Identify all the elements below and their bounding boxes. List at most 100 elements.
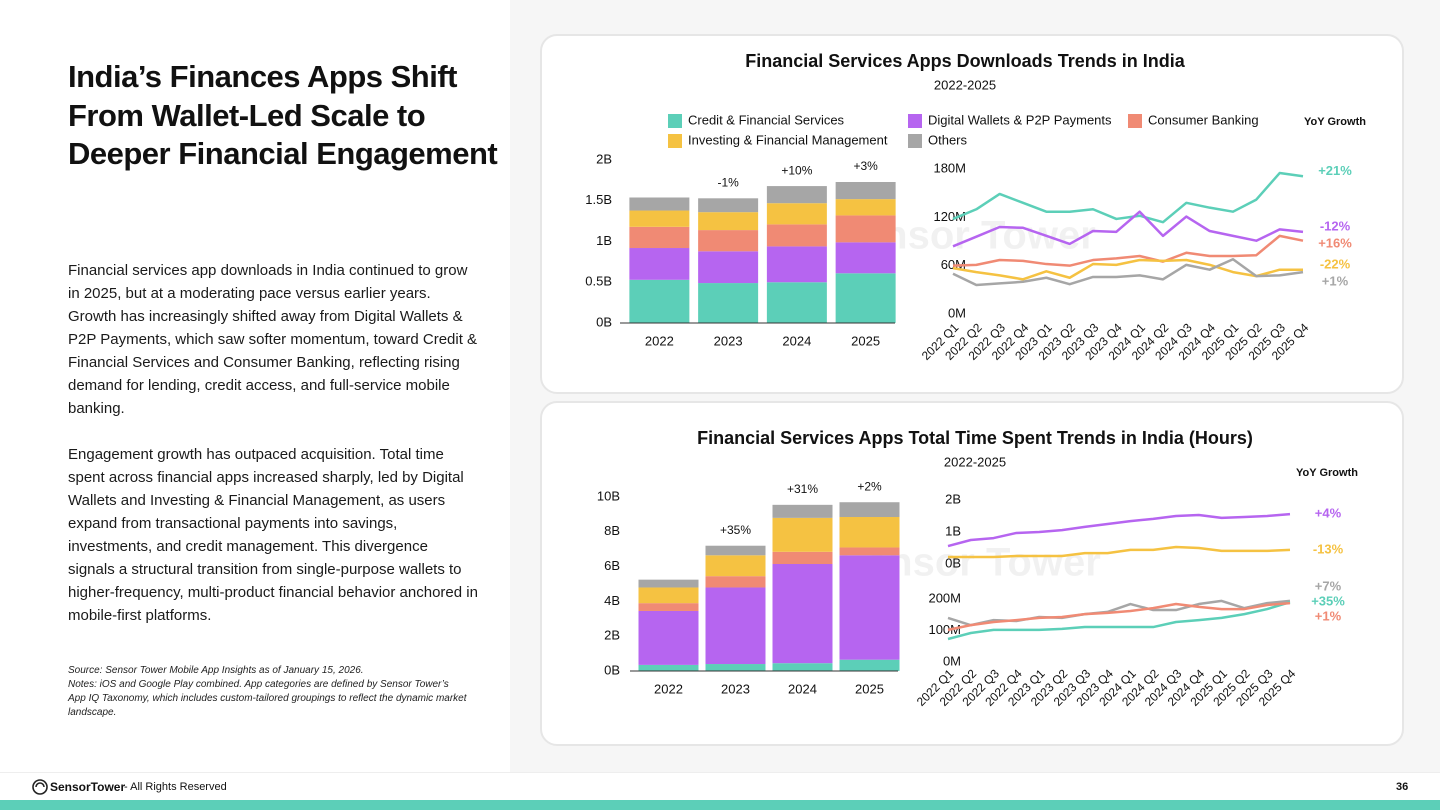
growth-label: +3% — [853, 159, 878, 173]
bar-segment — [839, 502, 900, 518]
bar-segment — [835, 215, 896, 243]
bar-segment — [839, 517, 900, 548]
y-tick-label: 0B — [596, 314, 612, 329]
legend-swatch — [908, 134, 922, 148]
paragraph: Financial services app downloads in Indi… — [68, 262, 478, 417]
x-tick-label: 2023 — [714, 333, 743, 348]
legend-swatch — [908, 114, 922, 128]
y-tick-label: 1B — [596, 233, 612, 248]
bar-segment — [638, 587, 699, 604]
bar-segment — [638, 664, 699, 671]
page-number: 36 — [1396, 781, 1409, 793]
bar-segment — [835, 242, 896, 274]
bar-segment — [772, 563, 833, 664]
bar-segment — [698, 251, 759, 284]
text-panel: India’s Finances Apps Shift From Wallet-… — [0, 0, 510, 772]
bar-segment — [698, 283, 759, 323]
legend-label: Credit & Financial Services — [688, 112, 845, 127]
yoy-label: +35% — [1311, 593, 1345, 608]
y-tick-label: 2B — [596, 151, 612, 166]
series-line — [948, 545, 1291, 559]
bar-segment — [705, 555, 766, 577]
y-tick-label: 10B — [597, 488, 620, 503]
series-line — [947, 601, 1291, 632]
growth-label: -1% — [717, 175, 739, 189]
yoy-title: YoY Growth — [1296, 467, 1358, 479]
bar-segment — [638, 603, 699, 611]
bar-segment — [705, 545, 766, 556]
yoy-label: -22% — [1320, 257, 1351, 272]
bar-segment — [629, 197, 690, 211]
y-tick-label: 0.5B — [585, 274, 612, 289]
bar-segment — [772, 551, 833, 564]
bar-segment — [629, 279, 690, 323]
bar-segment — [766, 246, 827, 283]
bar-segment — [835, 199, 896, 216]
legend-label: Consumer Banking — [1148, 112, 1259, 127]
bar-segment — [766, 186, 827, 204]
x-tick-label: 2024 — [788, 681, 817, 696]
bar-segment — [766, 224, 827, 247]
chart-title: Financial Services Apps Downloads Trends… — [745, 51, 1185, 71]
yoy-label: +1% — [1322, 274, 1349, 289]
bar-segment — [772, 663, 833, 671]
y-tick-label: 0M — [943, 653, 961, 668]
legend-label: Digital Wallets & P2P Payments — [928, 112, 1112, 127]
bar-segment — [629, 210, 690, 227]
footer-strip — [0, 800, 1440, 810]
y-tick-label: 0B — [945, 555, 961, 570]
bar-segment — [835, 273, 896, 323]
bar-segment — [766, 203, 827, 225]
bar-segment — [772, 504, 833, 518]
yoy-label: +4% — [1315, 506, 1342, 521]
charts: Sensor Tower Sensor Tower Financial Serv… — [540, 34, 1404, 746]
legend-label: Investing & Financial Management — [688, 132, 888, 147]
y-tick-label: 2B — [945, 491, 961, 506]
series-line — [952, 210, 1304, 248]
bar-segment — [839, 547, 900, 556]
chart-subtitle: 2022-2025 — [944, 454, 1006, 469]
bar-segment — [698, 230, 759, 252]
legend-swatch — [668, 134, 682, 148]
note: Notes: iOS and Google Play combined. App… — [68, 679, 467, 718]
bar-segment — [698, 212, 759, 231]
growth-label: +31% — [787, 482, 818, 496]
bar-segment — [705, 664, 766, 671]
legend-swatch — [668, 114, 682, 128]
growth-label: +10% — [781, 163, 812, 177]
x-tick-label: 2025 — [851, 333, 880, 348]
yoy-label: +7% — [1315, 578, 1342, 593]
series-line — [947, 600, 1291, 641]
slide-title: India’s Finances Apps Shift From Wallet-… — [68, 59, 498, 171]
yoy-label: +21% — [1318, 163, 1352, 178]
y-tick-label: 4B — [604, 593, 620, 608]
brand: SensorTower — [50, 780, 126, 794]
series-line — [952, 171, 1304, 224]
y-tick-label: 200M — [928, 590, 961, 605]
bar-segment — [705, 587, 766, 665]
footer: SensorTower - All Rights Reserved 36 — [0, 772, 1440, 801]
x-tick-label: 2025 — [855, 681, 884, 696]
paragraph: Engagement growth has outpaced acquisiti… — [68, 446, 478, 624]
y-tick-label: 0M — [948, 305, 966, 320]
series-line — [952, 234, 1304, 267]
yoy-title: YoY Growth — [1304, 116, 1366, 128]
chart-title: Financial Services Apps Total Time Spent… — [697, 428, 1253, 448]
x-tick-label: 2024 — [782, 333, 811, 348]
y-tick-label: 8B — [604, 523, 620, 538]
chart-subtitle: 2022-2025 — [934, 77, 996, 92]
series-line — [947, 512, 1291, 548]
legend-swatch — [1128, 114, 1142, 128]
bar-segment — [766, 282, 827, 323]
y-tick-label: 1B — [945, 523, 961, 538]
growth-label: +35% — [720, 523, 751, 537]
growth-label: +2% — [857, 479, 882, 493]
bar-segment — [629, 248, 690, 280]
series-line — [952, 258, 1303, 281]
y-tick-label: 100M — [928, 622, 961, 637]
y-tick-label: 120M — [933, 209, 966, 224]
bar-segment — [638, 610, 699, 665]
bar-segment — [638, 579, 699, 588]
rights: - All Rights Reserved — [124, 781, 227, 793]
